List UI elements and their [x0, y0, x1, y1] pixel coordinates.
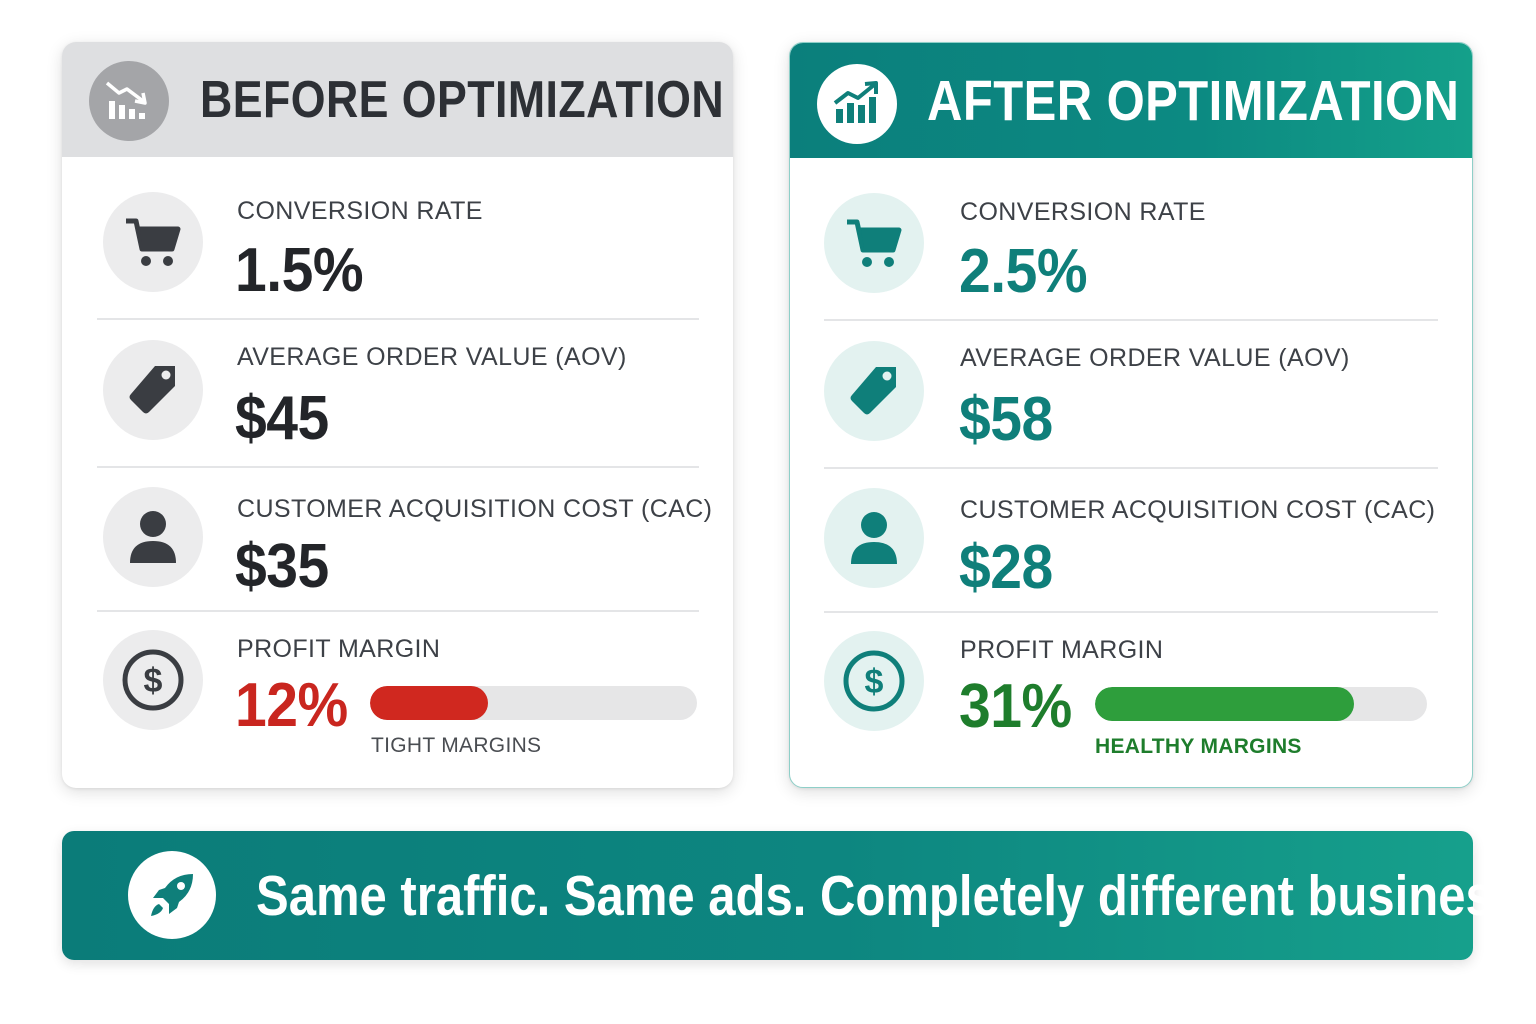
- divider: [824, 467, 1438, 469]
- dollar-circle-icon: $: [824, 631, 924, 731]
- svg-text:$: $: [144, 662, 163, 700]
- price-tag-icon: [824, 341, 924, 441]
- shopping-cart-icon: [824, 193, 924, 293]
- profit-margin-bar-fill: [370, 686, 488, 720]
- profit-margin-bar: [1095, 687, 1427, 721]
- metric-value: $35: [235, 532, 329, 601]
- after-card-title: AFTER OPTIMIZATION: [927, 68, 1460, 133]
- metric-label: CONVERSION RATE: [960, 198, 1206, 226]
- metric-value: $28: [959, 533, 1053, 602]
- trending-down-chart-icon: [89, 61, 169, 141]
- before-card-title: BEFORE OPTIMIZATION: [200, 70, 725, 129]
- metric-value: $58: [959, 385, 1053, 454]
- after-card-header: AFTER OPTIMIZATION: [790, 43, 1472, 158]
- user-icon: [103, 487, 203, 587]
- shopping-cart-icon: [103, 192, 203, 292]
- metric-value: 31%: [959, 672, 1072, 741]
- metric-label: PROFIT MARGIN: [237, 635, 441, 663]
- metric-label: CONVERSION RATE: [237, 197, 483, 225]
- rocket-icon: [128, 851, 216, 939]
- metric-value: 1.5%: [235, 236, 364, 305]
- metric-value: 2.5%: [959, 237, 1088, 306]
- metric-label: PROFIT MARGIN: [960, 636, 1164, 664]
- profit-margin-note: HEALTHY MARGINS: [1095, 735, 1302, 758]
- before-card-header: BEFORE OPTIMIZATION: [62, 42, 733, 157]
- banner-text: Same traffic. Same ads. Completely diffe…: [256, 863, 1534, 928]
- metric-label: CUSTOMER ACQUISITION COST (CAC): [960, 496, 1436, 524]
- after-optimization-card: AFTER OPTIMIZATION CONVERSION RATE 2.5% …: [789, 42, 1473, 788]
- profit-margin-note: TIGHT MARGINS: [371, 734, 542, 757]
- metric-label: AVERAGE ORDER VALUE (AOV): [237, 343, 627, 371]
- divider: [824, 319, 1438, 321]
- divider: [97, 318, 699, 320]
- metric-label: AVERAGE ORDER VALUE (AOV): [960, 344, 1350, 372]
- before-optimization-card: BEFORE OPTIMIZATION CONVERSION RATE 1.5%…: [62, 42, 733, 788]
- user-icon: [824, 488, 924, 588]
- metric-value: $45: [235, 384, 329, 453]
- trending-up-chart-icon: [817, 64, 897, 144]
- metric-label: CUSTOMER ACQUISITION COST (CAC): [237, 495, 713, 523]
- profit-margin-bar: [370, 686, 697, 720]
- divider: [97, 610, 699, 612]
- divider: [824, 611, 1438, 613]
- svg-text:$: $: [865, 663, 884, 701]
- profit-margin-bar-fill: [1095, 687, 1354, 721]
- dollar-circle-icon: $: [103, 630, 203, 730]
- metric-value: 12%: [235, 671, 348, 740]
- divider: [97, 466, 699, 468]
- summary-banner: Same traffic. Same ads. Completely diffe…: [62, 831, 1534, 960]
- price-tag-icon: [103, 340, 203, 440]
